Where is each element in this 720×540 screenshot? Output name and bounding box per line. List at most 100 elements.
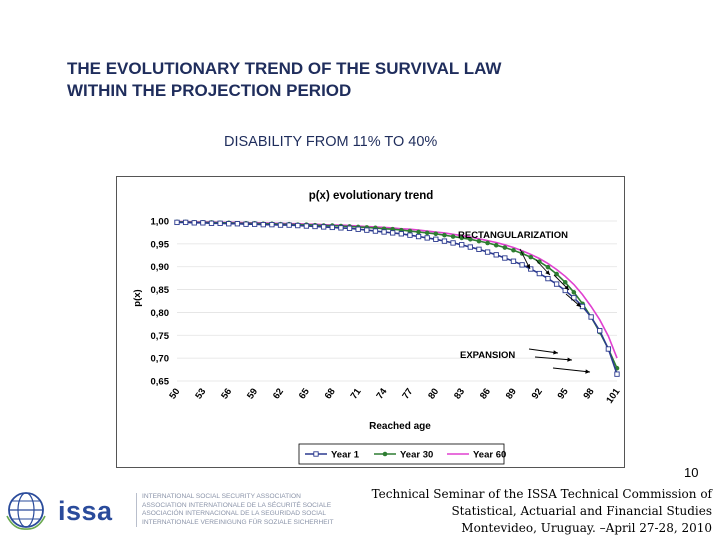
x-tick-label: 95	[556, 386, 571, 402]
data-point	[485, 240, 490, 246]
data-point	[174, 219, 180, 226]
y-tick-label: 0,90	[151, 262, 170, 273]
y-tick-label: 0,85	[151, 285, 170, 296]
data-point	[528, 254, 534, 260]
slide-title-line1: THE EVOLUTIONARY TREND OF THE SURVIVAL L…	[67, 59, 502, 78]
data-point	[424, 230, 430, 236]
data-point	[553, 281, 560, 287]
arrowhead	[576, 302, 581, 307]
page-number: 10	[684, 465, 699, 480]
y-tick-label: 0,75	[151, 331, 170, 342]
data-point	[346, 225, 353, 231]
data-point	[442, 232, 447, 238]
x-tick-label: 83	[452, 386, 467, 401]
data-point	[545, 275, 551, 282]
data-point	[312, 223, 318, 230]
y-tick-label: 0,70	[151, 354, 170, 365]
data-point	[269, 222, 275, 228]
x-tick-label: 59	[245, 386, 260, 401]
slide-title: THE EVOLUTIONARY TREND OF THE SURVIVAL L…	[67, 58, 667, 102]
arrow-line	[528, 348, 559, 354]
data-point	[614, 371, 620, 377]
data-point	[441, 238, 448, 244]
data-point	[545, 264, 551, 270]
legend-label: Year 1	[331, 450, 360, 461]
data-point	[415, 233, 422, 240]
data-point	[416, 229, 421, 235]
y-axis-label: p(x)	[132, 289, 143, 306]
data-point	[493, 242, 499, 248]
y-tick-label: 0,80	[151, 308, 170, 319]
arrows-group	[519, 248, 591, 374]
data-point	[459, 242, 465, 248]
footer-line3: Montevideo, Uruguay. –April 27-28, 2010	[461, 521, 712, 535]
legend: Year 1 Year 30 Year 60	[298, 443, 506, 465]
data-point	[260, 222, 266, 228]
annotation-rectangularization: RECTANGULARIZATION	[458, 230, 568, 241]
data-point	[329, 224, 335, 231]
data-point	[208, 220, 215, 226]
data-point	[191, 220, 197, 226]
data-point	[424, 235, 430, 241]
data-point	[502, 245, 508, 250]
data-point	[493, 252, 499, 258]
series-line-year-30	[177, 221, 618, 369]
slide-title-line2: WITHIN THE PROJECTION PERIOD	[67, 81, 352, 100]
x-tick-label: 62	[271, 386, 286, 401]
series-group	[174, 219, 620, 377]
y-tick-label: 1,00	[151, 217, 170, 228]
data-point	[200, 220, 206, 226]
data-point	[571, 295, 577, 301]
footer-line1: Technical Seminar of the ISSA Technical …	[371, 487, 712, 501]
logo-line4: INTERNATIONALE VEREINIGUNG FÜR SOZIALE S…	[142, 518, 334, 526]
arrowhead	[545, 270, 550, 275]
data-point	[536, 270, 543, 277]
x-tick-label: 71	[349, 386, 364, 402]
legend-label: Year 30	[400, 450, 433, 461]
x-tick-label: 53	[193, 386, 208, 401]
data-point	[510, 258, 517, 264]
logo-line1: INTERNATIONAL SOCIAL SECURITY ASSOCIATIO…	[142, 493, 301, 500]
x-tick-label: 98	[581, 386, 596, 401]
data-point	[355, 226, 361, 232]
data-point	[277, 222, 284, 228]
chart-container: p(x) evolutionary trend 1,00 0,95 0,90 0,85…	[116, 176, 625, 468]
x-axis-label: Reached age	[369, 421, 431, 432]
x-tick-label: 68	[323, 386, 338, 401]
legend-box	[298, 443, 505, 465]
arrow-line	[534, 356, 573, 361]
data-point	[450, 240, 456, 246]
data-point	[571, 290, 577, 295]
data-point	[528, 266, 534, 272]
data-point	[433, 231, 439, 237]
legend-marker	[382, 451, 388, 457]
data-point	[182, 219, 189, 226]
data-point	[251, 221, 258, 227]
data-point	[381, 229, 387, 235]
legend-label: Year 60	[473, 450, 506, 461]
legend-marker	[313, 451, 319, 457]
y-tick-label: 0,65	[151, 377, 170, 388]
data-point	[217, 220, 223, 226]
data-point	[295, 222, 301, 229]
x-tick-label: 65	[297, 386, 312, 402]
data-point	[407, 228, 413, 234]
data-point	[597, 328, 603, 334]
data-point	[502, 255, 508, 261]
data-point	[364, 227, 370, 233]
data-point	[605, 346, 612, 352]
data-point	[588, 314, 594, 320]
data-point	[476, 238, 482, 244]
data-point	[321, 224, 327, 230]
data-point	[243, 221, 249, 227]
data-point	[407, 232, 413, 238]
arrowhead	[567, 357, 572, 362]
data-point	[484, 249, 491, 255]
data-point	[468, 236, 473, 242]
logo-text: INTERNATIONAL SOCIAL SECURITY ASSOCIATIO…	[136, 493, 334, 528]
y-tick-label: 0,95	[151, 239, 170, 250]
data-point	[459, 235, 465, 241]
survival-chart: p(x) evolutionary trend 1,00 0,95 0,90 0,85…	[132, 190, 623, 465]
data-point	[372, 228, 379, 234]
data-point	[286, 222, 292, 228]
